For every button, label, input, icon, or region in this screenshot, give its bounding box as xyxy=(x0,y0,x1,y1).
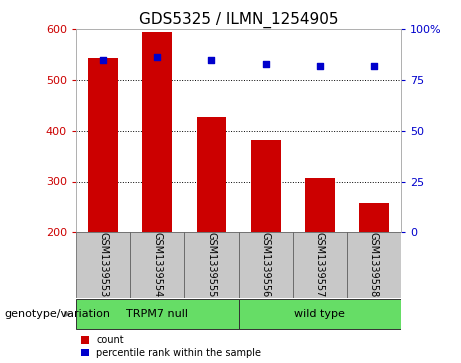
Point xyxy=(370,63,378,69)
Bar xyxy=(184,232,238,298)
Bar xyxy=(305,179,335,232)
Point xyxy=(100,57,107,62)
Text: GSM1339558: GSM1339558 xyxy=(369,232,379,298)
Bar xyxy=(76,232,130,298)
Bar xyxy=(196,117,226,232)
Point xyxy=(208,57,215,62)
Bar xyxy=(130,232,184,298)
Text: TRPM7 null: TRPM7 null xyxy=(126,309,188,319)
Bar xyxy=(359,203,389,232)
Legend: count, percentile rank within the sample: count, percentile rank within the sample xyxy=(81,335,261,358)
Bar xyxy=(76,299,238,329)
Point xyxy=(316,63,324,69)
Text: genotype/variation: genotype/variation xyxy=(5,309,111,319)
Point xyxy=(154,54,161,60)
Text: GSM1339556: GSM1339556 xyxy=(260,232,271,298)
Bar xyxy=(142,32,172,232)
Point xyxy=(262,61,269,66)
Bar xyxy=(293,232,347,298)
Bar xyxy=(251,140,281,232)
Text: GSM1339554: GSM1339554 xyxy=(152,232,162,298)
Text: GSM1339555: GSM1339555 xyxy=(207,232,217,298)
Text: GSM1339553: GSM1339553 xyxy=(98,232,108,298)
Bar xyxy=(347,232,401,298)
Bar xyxy=(88,58,118,232)
Text: wild type: wild type xyxy=(295,309,345,319)
Bar xyxy=(239,299,401,329)
Title: GDS5325 / ILMN_1254905: GDS5325 / ILMN_1254905 xyxy=(139,12,338,28)
Bar xyxy=(239,232,293,298)
Text: GSM1339557: GSM1339557 xyxy=(315,232,325,298)
